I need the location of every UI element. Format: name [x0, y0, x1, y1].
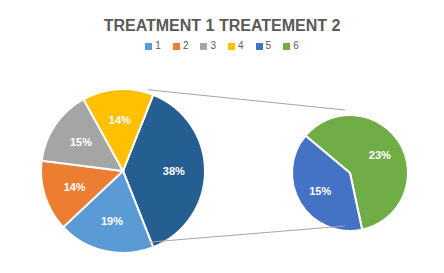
- svg-text:15%: 15%: [309, 185, 331, 197]
- html-text:3: 3: [210, 40, 216, 51]
- html-text:4: 4: [238, 40, 244, 51]
- html-text:6: 6: [293, 40, 299, 51]
- html-text:2: 2: [182, 40, 189, 51]
- svg-text:38%: 38%: [163, 165, 185, 177]
- html-text:1: 1: [155, 40, 161, 51]
- html-text:5: 5: [265, 40, 272, 51]
- svg-text:15%: 15%: [70, 136, 92, 148]
- html-text:TREATMENT 1 TREATEMENT 2: TREATMENT 1 TREATEMENT 2: [103, 17, 341, 34]
- svg-text:14%: 14%: [109, 114, 131, 126]
- svg-text:19%: 19%: [101, 215, 123, 227]
- svg-text:14%: 14%: [64, 181, 86, 193]
- svg-text:23%: 23%: [369, 149, 391, 161]
